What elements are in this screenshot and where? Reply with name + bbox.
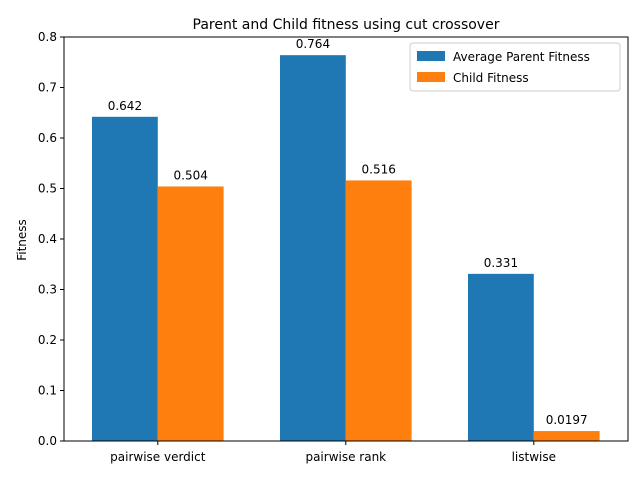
bar-child-0 [157,186,224,441]
bar-value-label: 0.764 [296,37,330,51]
bar-child-1 [345,180,412,442]
plot-frame [63,36,629,442]
legend-label: Average Parent Fitness [453,50,590,64]
bar-parent-1 [280,55,346,442]
bar-value-label: 0.0197 [546,413,588,427]
y-tick-label: 0.8 [38,30,57,44]
bar-value-label: 0.504 [174,168,208,182]
y-tick-label: 0.4 [38,232,57,246]
legend: Average Parent Fitness Child Fitness [409,42,621,92]
legend-label: Child Fitness [453,71,529,85]
legend-swatch [417,51,445,61]
y-tick-label: 0.0 [38,434,57,448]
bar-value-label: 0.516 [362,162,396,176]
chart-title: Parent and Child fitness using cut cross… [193,17,500,33]
legend-box [409,42,621,92]
plot-area: 0.0 0.1 0.2 0.3 0.4 0.5 0.6 0.7 0.8 0.642 0.504 pai… [38,30,600,464]
bar-parent-0 [92,116,158,441]
bar-parent-2 [468,273,534,441]
y-tick-label: 0.7 [38,81,57,95]
x-tick-label: listwise [512,450,556,464]
y-tick-label: 0.5 [38,182,57,196]
bar-value-label: 0.331 [484,256,518,270]
x-tick-label: pairwise verdict [110,450,206,464]
x-tick-label: pairwise rank [305,450,386,464]
bar-child-2 [533,431,600,441]
y-tick-label: 0.6 [38,131,57,145]
y-axis-label: Fitness [15,219,29,261]
y-tick-label: 0.2 [38,333,57,347]
y-tick-label: 0.1 [38,384,57,398]
legend-swatch [417,72,445,82]
y-tick-label: 0.3 [38,283,57,297]
bar-value-label: 0.642 [108,99,142,113]
